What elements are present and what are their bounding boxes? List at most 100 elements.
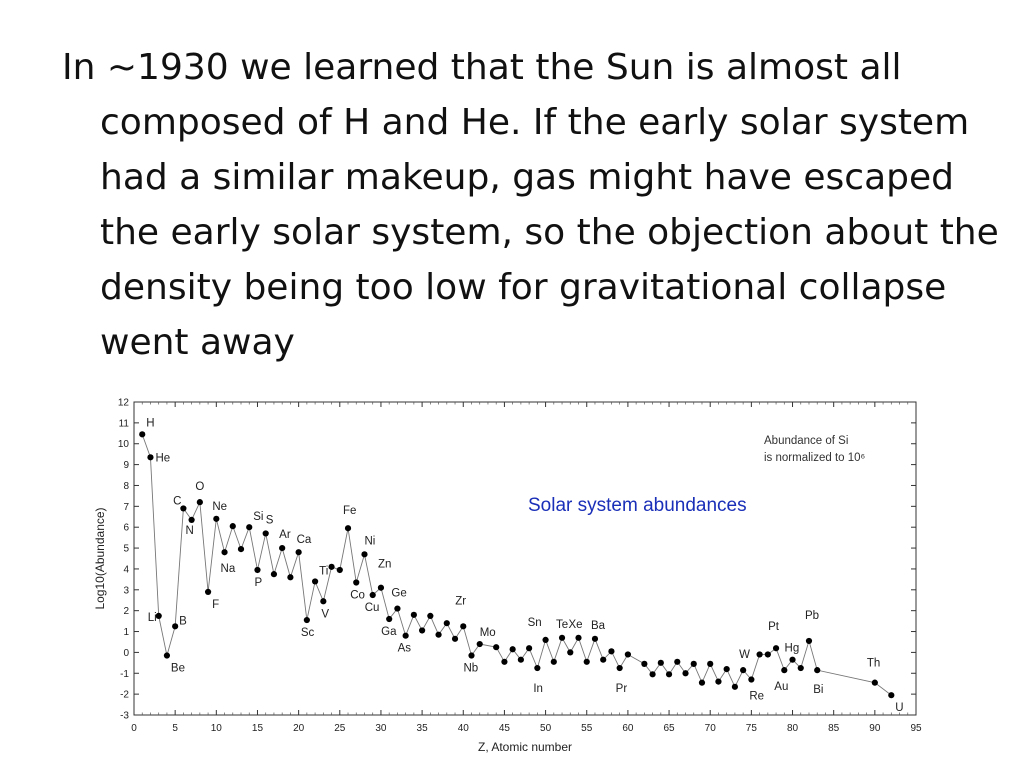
element-label: Na	[221, 563, 236, 575]
data-point	[287, 574, 294, 581]
x-tick-label: 60	[622, 723, 634, 734]
y-tick-label: -1	[120, 669, 129, 680]
data-point	[172, 623, 179, 630]
x-tick-label: 75	[746, 723, 758, 734]
data-point	[509, 646, 516, 653]
element-label: Si	[253, 511, 263, 523]
data-point	[805, 637, 813, 645]
data-point	[814, 667, 821, 674]
data-point	[303, 616, 310, 624]
data-point	[526, 645, 533, 652]
element-label: O	[195, 481, 204, 493]
x-tick-label: 65	[663, 723, 675, 734]
element-label: Ar	[279, 529, 291, 541]
x-tick-label: 10	[211, 723, 223, 734]
element-label: He	[155, 452, 170, 464]
element-label: Ca	[297, 534, 312, 546]
y-tick-label: 9	[123, 460, 129, 471]
data-point	[591, 635, 599, 642]
data-point	[888, 692, 895, 699]
data-point	[163, 652, 171, 659]
data-point	[476, 640, 483, 648]
data-point	[624, 651, 631, 658]
data-point	[517, 656, 524, 663]
data-point	[665, 671, 673, 678]
data-point	[254, 566, 261, 574]
data-point	[435, 631, 442, 638]
element-label: C	[173, 495, 181, 507]
data-point	[155, 612, 162, 619]
data-point	[139, 431, 146, 438]
data-point	[147, 454, 154, 461]
x-tick-label: 80	[787, 723, 799, 734]
data-point	[583, 658, 590, 665]
element-label: Ne	[212, 501, 227, 513]
chart-note-line: Abundance of Si	[764, 435, 848, 447]
data-point	[295, 549, 302, 556]
data-point	[682, 670, 689, 677]
data-point	[419, 627, 426, 634]
element-label: Fe	[343, 505, 356, 517]
data-point	[871, 679, 878, 686]
data-point	[641, 660, 648, 667]
data-point	[344, 525, 352, 532]
x-tick-label: 0	[131, 723, 137, 734]
chart-note-line: is normalized to 10⁶	[764, 452, 866, 464]
element-label: Zn	[378, 559, 391, 571]
data-point	[756, 651, 763, 658]
data-point	[698, 679, 706, 686]
y-tick-label: 3	[123, 585, 129, 596]
element-label: Ni	[364, 535, 375, 547]
x-tick-label: 85	[828, 723, 840, 734]
data-point	[797, 664, 804, 672]
data-point	[221, 549, 228, 556]
element-label: S	[266, 514, 274, 526]
data-point	[237, 546, 245, 553]
y-tick-label: 12	[118, 398, 130, 409]
data-point	[262, 530, 269, 537]
element-label: H	[146, 417, 154, 429]
element-label: Te	[556, 619, 568, 631]
element-label: Sn	[528, 617, 542, 629]
element-label: V	[321, 608, 329, 620]
data-point	[468, 652, 475, 659]
data-point	[353, 579, 360, 586]
data-point	[748, 676, 755, 683]
data-point	[772, 645, 780, 652]
element-label: Ga	[381, 626, 397, 638]
y-tick-label: 11	[119, 418, 130, 429]
x-tick-label: 15	[252, 723, 264, 734]
data-point	[558, 634, 566, 641]
y-tick-label: 2	[123, 606, 129, 617]
data-point	[180, 505, 187, 512]
data-point	[600, 656, 607, 663]
element-label: Pt	[768, 621, 780, 633]
abundance-series-line	[141, 434, 892, 696]
data-point	[386, 615, 393, 623]
x-tick-label: 90	[869, 723, 881, 734]
element-label: Xe	[569, 619, 583, 631]
data-point	[320, 598, 327, 605]
chart-annotation: Solar system abundances	[528, 495, 747, 516]
element-label: Cu	[365, 602, 380, 614]
y-tick-label: 4	[123, 564, 129, 575]
data-point	[608, 648, 615, 655]
element-label: F	[212, 599, 219, 611]
data-point	[402, 632, 409, 639]
x-tick-label: 50	[540, 723, 552, 734]
element-label: Be	[171, 663, 185, 675]
element-label: Zr	[455, 595, 466, 607]
x-tick-label: 45	[499, 723, 511, 734]
element-label: Au	[774, 681, 788, 693]
x-tick-label: 5	[172, 723, 178, 734]
data-point	[460, 623, 467, 630]
element-label: Ti	[319, 565, 328, 577]
data-point	[361, 551, 368, 558]
data-point	[443, 620, 450, 627]
data-point	[674, 658, 681, 665]
data-point	[394, 605, 401, 612]
element-label: Re	[749, 691, 764, 703]
x-tick-label: 35	[417, 723, 429, 734]
data-point	[270, 571, 278, 578]
